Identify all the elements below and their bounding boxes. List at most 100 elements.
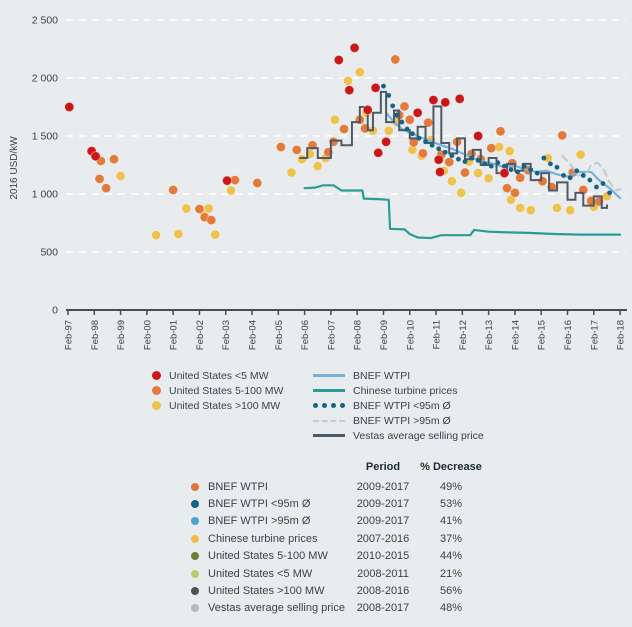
- table-row: BNEF WTPI >95m Ø 2009-2017 41%: [191, 513, 490, 530]
- dotted-series-point: [462, 159, 468, 164]
- scatter-point: [362, 104, 373, 115]
- x-tick-label: Feb-08: [353, 320, 364, 350]
- x-tick-label: Feb-09: [379, 320, 390, 350]
- table-row: BNEF WTPI 2009-2017 49%: [191, 478, 490, 495]
- scatter-point: [349, 42, 360, 53]
- scatter-point: [383, 125, 394, 136]
- dotted-series-point: [381, 83, 386, 89]
- legend-item: United States 5-100 MW: [152, 383, 313, 398]
- dotted-series-point: [561, 173, 566, 178]
- scatter-point: [115, 171, 126, 182]
- scatter-point: [344, 85, 355, 96]
- scatter-point: [435, 166, 446, 177]
- legend-label: United States 5-100 MW: [169, 384, 284, 397]
- y-tick-label: 1 500: [32, 131, 58, 143]
- row-decrease: 56%: [439, 585, 463, 598]
- scatter-point: [312, 161, 323, 172]
- y-tick-label: 0: [52, 305, 58, 317]
- scatter-point: [210, 229, 221, 240]
- scatter-point: [390, 54, 401, 65]
- x-tick-label: Feb-15: [537, 320, 548, 350]
- dotted-series-point: [528, 167, 534, 173]
- dotted-series-point: [416, 135, 422, 141]
- scatter-point: [515, 202, 526, 213]
- row-bullet-icon: [191, 517, 199, 526]
- table-row: Vestas average selling price 2008-2017 48%: [191, 600, 490, 617]
- dotted-series-point: [502, 163, 507, 169]
- scatter-point: [291, 144, 302, 155]
- row-period: 2010-2015: [356, 550, 410, 563]
- scatter-point: [354, 67, 365, 78]
- scatter-point: [557, 130, 568, 141]
- price-chart: 2 500 2 000 1 500 1 000 500 0 2016 USD/kW Feb-9…: [9, 15, 627, 350]
- x-tick-label: Feb-12: [458, 320, 469, 350]
- dotted-series-point: [399, 119, 405, 125]
- scatter-point: [194, 204, 205, 215]
- legend-line-icon: [313, 419, 345, 422]
- legend-line-column: BNEF WTPI Chinese turbine prices BNEF WTPI…: [313, 368, 484, 443]
- scatter-point: [428, 95, 439, 106]
- row-bullet-icon: [191, 569, 199, 578]
- legend-dot-icon: [152, 401, 161, 410]
- chart-legend: United States <5 MW United States 5-100 M…: [152, 368, 484, 443]
- legend-label: United States <5 MW: [169, 369, 269, 382]
- dotted-series-point: [548, 161, 553, 167]
- scatter-point: [433, 154, 444, 165]
- step-line: [299, 90, 608, 209]
- x-tick-label: Feb-11: [432, 320, 443, 349]
- scatter-point: [173, 229, 184, 240]
- scatter-point: [181, 203, 192, 214]
- row-decrease: 44%: [439, 550, 463, 563]
- row-label: BNEF WTPI <95m Ø: [208, 498, 311, 511]
- legend-line-icon: [313, 434, 345, 437]
- x-tick-label: Feb-16: [563, 320, 574, 350]
- row-period: 2009-2017: [356, 515, 410, 528]
- solid-line: [303, 184, 622, 240]
- x-tick-label: Feb-05: [274, 320, 285, 350]
- row-period: 2007-2016: [356, 532, 410, 545]
- scatter-point: [565, 205, 576, 216]
- row-label: United States <5 MW: [208, 567, 313, 580]
- legend-item: Chinese turbine prices: [313, 383, 484, 398]
- row-label: BNEF WTPI: [208, 480, 268, 493]
- row-bullet-icon: [191, 552, 199, 561]
- dotted-series-point: [429, 142, 435, 148]
- row-decrease: 53%: [439, 498, 463, 511]
- row-bullet-icon: [191, 500, 199, 509]
- row-bullet-icon: [191, 587, 199, 596]
- scatter-point: [412, 107, 423, 118]
- dotted-series-point: [449, 153, 455, 159]
- scatter-point: [525, 205, 536, 216]
- dotted-series-point: [488, 163, 494, 169]
- dotted-series-point: [580, 173, 586, 178]
- scatter-point: [473, 130, 484, 141]
- table-row: BNEF WTPI <95m Ø 2009-2017 53%: [191, 495, 490, 512]
- dotted-series-point: [515, 169, 520, 175]
- row-label: Vestas average selling price: [208, 602, 345, 615]
- legend-label: Vestas average selling price: [353, 429, 484, 442]
- legend-item: United States >100 MW: [152, 398, 313, 413]
- dotted-series-point: [495, 160, 501, 166]
- scatter-point: [417, 148, 428, 159]
- scatter-point: [94, 173, 105, 184]
- row-decrease: 21%: [439, 567, 463, 580]
- scatter-point: [483, 173, 494, 184]
- x-tick-label: Feb-14: [510, 320, 521, 350]
- scatter-point: [286, 167, 297, 178]
- scatter-point: [551, 202, 562, 213]
- row-period: 2008-2017: [356, 602, 410, 615]
- x-tick-label: Feb-98: [90, 320, 101, 350]
- scatter-point: [339, 124, 350, 135]
- row-decrease: 41%: [439, 515, 463, 528]
- x-tick-label: Feb-06: [300, 320, 311, 350]
- dotted-series-point: [409, 131, 415, 137]
- dotted-series-point: [567, 175, 573, 181]
- scatter-point: [342, 75, 353, 86]
- y-tick-label: 1 000: [32, 189, 58, 201]
- dotted-series-point: [442, 149, 448, 155]
- scatter-point: [275, 142, 286, 153]
- scatter-point: [444, 157, 455, 168]
- scatter-point: [473, 168, 484, 179]
- row-bullet-icon: [191, 604, 199, 613]
- x-tick-label: Feb-97: [64, 320, 75, 350]
